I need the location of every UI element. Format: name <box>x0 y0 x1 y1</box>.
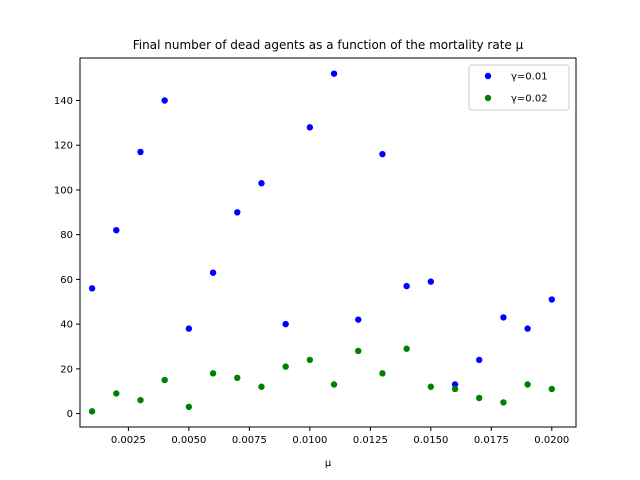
x-tick-label: 0.0175 <box>474 435 509 446</box>
data-point-series-2 <box>476 394 483 402</box>
data-point-series-2 <box>258 383 265 390</box>
data-point-series-1 <box>500 314 507 321</box>
y-tick-label: 20 <box>60 364 73 375</box>
data-point-series-2 <box>88 408 96 415</box>
data-point-series-2 <box>137 396 144 404</box>
data-point-series-1 <box>355 316 362 323</box>
data-point-series-1 <box>282 320 289 328</box>
data-point-series-2 <box>282 363 289 370</box>
y-tick-label: 40 <box>60 320 73 331</box>
x-tick-label: 0.0075 <box>232 435 267 446</box>
data-point-series-2 <box>355 347 362 355</box>
x-tick-label: 0.0050 <box>171 435 206 446</box>
x-tick-label: 0.0100 <box>292 435 327 446</box>
data-point-series-1 <box>451 381 459 388</box>
y-tick-label: 80 <box>60 230 73 241</box>
y-tick-label: 140 <box>54 96 73 107</box>
data-point-series-1 <box>476 356 483 364</box>
legend-label: γ=0.02 <box>511 94 548 105</box>
x-tick-label: 0.0025 <box>111 435 146 446</box>
y-tick-label: 100 <box>54 185 73 196</box>
data-point-series-1 <box>330 70 338 77</box>
data-point-series-1 <box>427 278 435 285</box>
y-tick-label: 60 <box>60 275 73 286</box>
data-point-series-1 <box>234 209 241 216</box>
plot-frame <box>79 57 577 428</box>
legend-box <box>468 64 570 111</box>
legend: γ=0.01 γ=0.02 <box>468 64 570 111</box>
data-point-series-2 <box>548 385 556 393</box>
y-tick-label: 0 <box>67 409 73 420</box>
data-point-series-1 <box>403 282 410 290</box>
data-point-series-1 <box>185 325 193 332</box>
axis-ticks: 0.0025 0.0050 0.0075 0.0100 0.0125 0.0150 0.01… <box>54 96 569 446</box>
data-point-series-2 <box>306 356 314 364</box>
data-point-series-2 <box>451 385 459 393</box>
x-tick-label: 0.0125 <box>353 435 388 446</box>
data-point-series-1 <box>306 124 314 131</box>
data-point-series-2 <box>330 381 338 388</box>
data-point-series-2 <box>234 374 241 381</box>
data-point-series-1 <box>524 325 531 332</box>
data-point-series-2 <box>185 403 193 411</box>
chart-title: Final number of dead agents as a functio… <box>133 38 524 52</box>
data-point-series-2 <box>379 370 386 377</box>
x-tick-label: 0.0200 <box>534 435 569 446</box>
data-point-series-2 <box>524 381 531 388</box>
data-points <box>88 70 556 415</box>
x-tick-label: 0.0150 <box>413 435 448 446</box>
data-point-series-1 <box>379 150 386 158</box>
legend-marker <box>484 72 492 80</box>
legend-label: γ=0.01 <box>511 72 548 83</box>
data-point-series-2 <box>113 390 120 397</box>
data-point-series-1 <box>88 285 96 292</box>
data-point-series-2 <box>209 370 217 377</box>
data-point-series-1 <box>258 180 265 187</box>
data-point-series-1 <box>209 269 217 276</box>
y-tick-label: 120 <box>54 141 73 152</box>
data-point-series-1 <box>161 97 168 104</box>
data-point-series-2 <box>403 345 410 352</box>
data-point-series-2 <box>161 376 168 384</box>
data-point-series-1 <box>548 296 556 303</box>
legend-marker <box>484 94 492 102</box>
data-point-series-1 <box>137 148 144 156</box>
data-point-series-2 <box>427 383 435 390</box>
x-axis-label: μ <box>325 458 332 469</box>
data-point-series-1 <box>113 227 120 234</box>
data-point-series-2 <box>500 399 507 406</box>
